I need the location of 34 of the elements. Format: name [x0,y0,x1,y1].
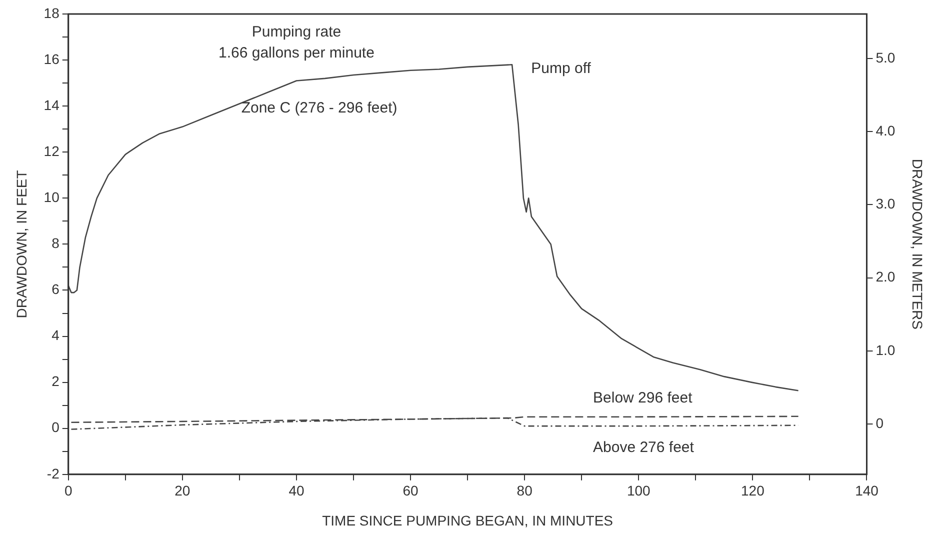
x-tick-label: 20 [174,482,190,499]
y-tick-label: 0 [52,419,60,436]
y2-tick-label: 5.0 [876,49,896,66]
y-tick-label: 10 [44,189,60,206]
y-tick-label: 14 [44,96,60,113]
annotation: Pumping rate [252,24,342,41]
x-tick-label: 0 [64,482,72,499]
y-tick-label: 18 [44,4,60,21]
y-tick-label: 2 [52,373,60,390]
x-tick-label: 60 [402,482,419,499]
x-tick-label: 80 [516,482,533,499]
annotation: Pump off [531,60,592,77]
y2-tick-label: 2.0 [876,268,896,285]
x-tick-label: 140 [855,482,879,499]
y2-axis-title: DRAWDOWN, IN METERS [910,158,926,330]
y2-tick-label: 0 [876,414,884,431]
y-tick-label: -2 [46,465,60,482]
series-label: Zone C (276 - 296 feet) [241,100,398,117]
series-label: Below 296 feet [593,390,694,407]
y-tick-label: 12 [44,142,60,159]
y-axis-title: DRAWDOWN, IN FEET [13,170,30,318]
y2-tick-label: 3.0 [876,196,896,212]
y-tick-label: 8 [52,235,60,252]
x-tick-label: 120 [741,482,765,499]
annotation: 1.66 gallons per minute [218,44,374,62]
x-tick-label: 100 [626,482,651,499]
y2-tick-label: 1.0 [876,342,896,358]
x-tick-label: 40 [288,482,304,499]
y-tick-label: 16 [44,50,60,67]
series-label: Above 276 feet [593,439,695,456]
y2-tick-label: 4.0 [876,122,896,139]
x-axis-title: TIME SINCE PUMPING BEGAN, IN MINUTES [322,512,614,528]
y-tick-label: 6 [52,281,60,298]
y-tick-label: 4 [52,327,60,344]
